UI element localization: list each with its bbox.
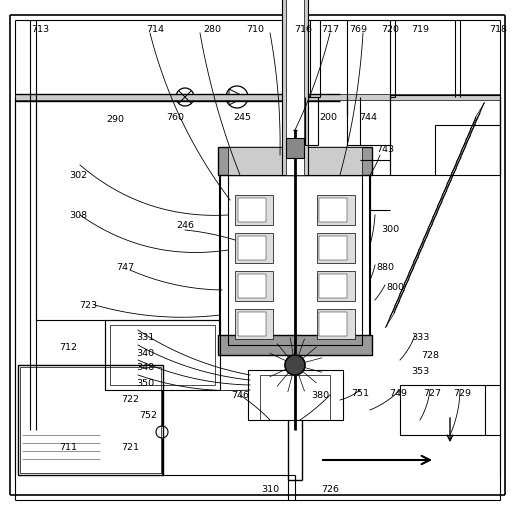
- Bar: [238, 312, 266, 336]
- Bar: [18, 365, 163, 475]
- Bar: [260, 375, 330, 420]
- Bar: [228, 175, 362, 345]
- Text: 310: 310: [261, 486, 279, 494]
- Text: 714: 714: [146, 25, 164, 35]
- Bar: [218, 335, 372, 355]
- Bar: [235, 309, 273, 339]
- Text: 726: 726: [321, 486, 339, 494]
- Bar: [110, 325, 215, 385]
- Text: 719: 719: [411, 25, 429, 35]
- Text: 333: 333: [411, 333, 429, 342]
- Text: 746: 746: [231, 391, 249, 399]
- Text: 712: 712: [59, 343, 77, 353]
- Text: 245: 245: [233, 113, 251, 122]
- Text: 760: 760: [166, 113, 184, 122]
- Bar: [286, 0, 304, 175]
- Bar: [15, 94, 500, 100]
- Bar: [248, 370, 343, 420]
- Text: 200: 200: [319, 113, 337, 122]
- Text: 710: 710: [246, 25, 264, 35]
- Text: 729: 729: [453, 389, 471, 397]
- Text: 716: 716: [294, 25, 312, 35]
- Bar: [317, 309, 355, 339]
- Bar: [282, 0, 308, 175]
- Bar: [20, 367, 161, 473]
- Bar: [317, 233, 355, 263]
- Text: 246: 246: [176, 220, 194, 230]
- Text: 711: 711: [59, 443, 77, 453]
- Text: 340: 340: [136, 348, 154, 358]
- Text: 720: 720: [381, 25, 399, 35]
- Bar: [220, 150, 370, 355]
- Text: 722: 722: [121, 396, 139, 404]
- Text: 302: 302: [69, 171, 87, 179]
- Text: 728: 728: [421, 351, 439, 360]
- Bar: [238, 236, 266, 260]
- Text: 380: 380: [311, 391, 329, 399]
- Text: 727: 727: [423, 389, 441, 397]
- Bar: [390, 95, 500, 175]
- Bar: [317, 271, 355, 301]
- Text: 744: 744: [359, 113, 377, 122]
- Text: 717: 717: [321, 25, 339, 35]
- Bar: [238, 198, 266, 222]
- Bar: [228, 147, 362, 175]
- Text: 353: 353: [411, 367, 429, 376]
- Text: 751: 751: [351, 389, 369, 397]
- Text: 713: 713: [31, 25, 49, 35]
- Bar: [235, 195, 273, 225]
- Bar: [317, 195, 355, 225]
- Text: 723: 723: [79, 301, 97, 309]
- Text: 300: 300: [381, 226, 399, 235]
- Text: 290: 290: [106, 115, 124, 124]
- Bar: [319, 312, 347, 336]
- Bar: [105, 320, 220, 390]
- Bar: [238, 274, 266, 298]
- Bar: [400, 385, 485, 435]
- Bar: [235, 271, 273, 301]
- Bar: [218, 147, 372, 175]
- Text: 752: 752: [139, 410, 157, 420]
- Text: 800: 800: [386, 283, 404, 293]
- Bar: [319, 274, 347, 298]
- Text: 747: 747: [116, 264, 134, 272]
- Text: 280: 280: [203, 25, 221, 35]
- Bar: [235, 233, 273, 263]
- Text: 749: 749: [389, 389, 407, 397]
- Text: 350: 350: [136, 378, 154, 388]
- Text: 769: 769: [349, 25, 367, 35]
- Text: 880: 880: [376, 264, 394, 272]
- Bar: [286, 138, 304, 158]
- Text: 308: 308: [69, 210, 87, 219]
- Text: 721: 721: [121, 443, 139, 453]
- Text: 743: 743: [376, 145, 394, 154]
- Text: 331: 331: [136, 333, 154, 342]
- Bar: [319, 236, 347, 260]
- Text: 348: 348: [136, 364, 154, 372]
- Circle shape: [285, 355, 305, 375]
- Text: 718: 718: [489, 25, 507, 35]
- Bar: [319, 198, 347, 222]
